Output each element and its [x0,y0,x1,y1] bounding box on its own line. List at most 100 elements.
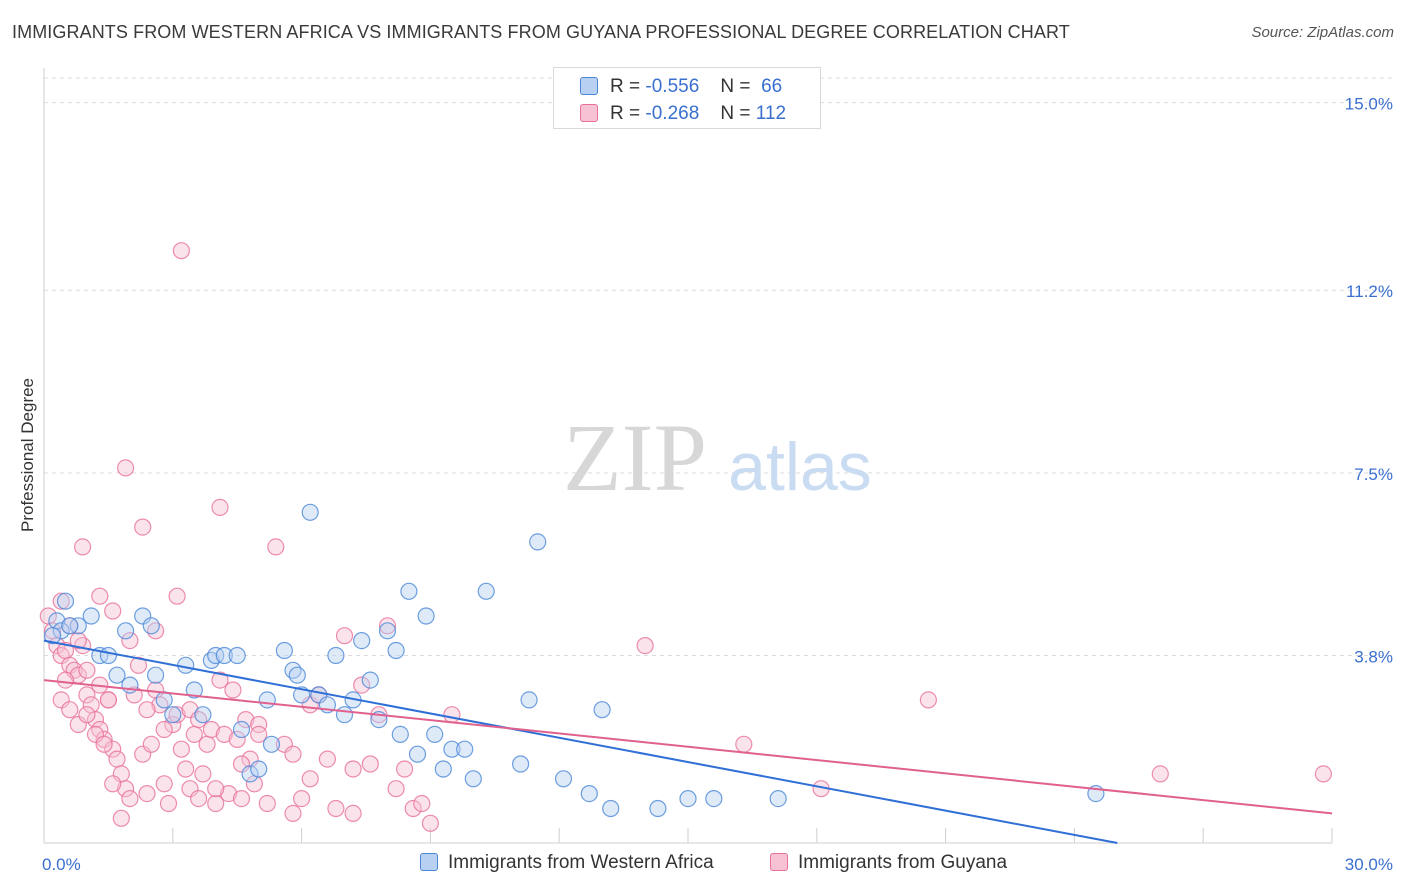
western-africa-point [142,617,160,635]
guyana-point [142,735,160,753]
guyana-point [56,671,75,689]
guyana-point [211,498,229,516]
guyana-point [190,789,208,808]
western-africa-point [82,607,100,625]
western-africa-point [232,720,251,739]
guyana-point [104,775,122,793]
guyana-point [61,701,79,719]
western-africa-point [155,691,173,709]
western-africa-point [477,582,495,600]
guyana-point [224,681,242,699]
guyana-point [52,691,70,709]
guyana-point [177,760,195,778]
western-africa-point [250,760,268,778]
guyana-point [237,710,255,729]
guyana-point [69,631,87,650]
western-africa-point [378,622,397,640]
guyana-point [155,720,173,739]
guyana-point [387,780,405,798]
western-africa-point [464,770,482,788]
guyana-point [735,735,753,753]
western-africa-point [400,582,418,600]
guyana-point [125,686,143,704]
western-africa-point [593,701,611,719]
legend-r-value: -0.556 [645,76,700,97]
guyana-point [104,602,122,620]
western-africa-point [679,789,697,808]
western-africa-point [417,607,435,625]
guyana-point [396,760,414,778]
guyana-point [86,710,105,729]
western-africa-point [134,607,152,625]
western-africa-point [511,755,530,773]
western-africa-point [580,784,598,803]
tick-labels: 3.8% 7.5% 11.2% 15.0% 0.0% 30.0% [42,95,1393,874]
guyana-point [207,794,225,813]
guyana-point [73,538,92,556]
guyana-point [99,691,118,709]
guyana-point [121,631,139,650]
guyana-point [1151,765,1169,783]
legend-r-label: R = [610,76,641,97]
gridlines [44,77,1395,656]
guyana-point [116,459,135,477]
guyana-point [95,730,113,749]
watermark-zip: ZIP [563,404,707,511]
legend-swatch-blue [580,77,598,95]
series-guyana-points [39,242,1333,832]
trend-lines [43,639,1333,844]
western-africa-point [99,646,118,665]
western-africa-point [391,725,409,744]
guyana-point [207,780,225,798]
western-africa-point [164,706,182,724]
guyana-point [116,780,135,798]
guyana-point [378,617,397,635]
guyana-point [211,671,229,689]
guyana-point [121,789,139,808]
legend-text-guyana: R = -0.268 N = 112 [610,103,786,125]
watermark-atlas: atlas [728,429,872,505]
western-africa-point [434,760,452,778]
western-africa-point [353,631,371,650]
bottom-legend-guyana: Immigrants from Guyana [770,852,1007,874]
western-africa-point [443,740,461,758]
bottom-legend-western-africa: Immigrants from Western Africa [420,852,714,874]
legend-text-western-africa: R = -0.556 N = 66 [610,76,782,98]
western-africa-point [361,671,379,689]
guyana-point [293,789,311,808]
guyana-point [78,706,96,724]
guyana-point [344,804,362,823]
western-africa-point [108,666,126,684]
bottom-legend-label-western-africa: Immigrants from Western Africa [448,852,714,873]
guyana-point [258,794,276,813]
western-africa-point [335,706,354,724]
y-tick-label: 15.0% [1345,95,1393,114]
guyana-point [250,725,268,744]
guyana-point [215,725,233,744]
guyana-point [159,794,178,813]
guyana-point [198,735,216,753]
source-label: Source: ZipAtlas.com [1251,24,1394,41]
western-africa-point [769,789,787,808]
y-tick-label: 11.2% [1346,282,1393,301]
western-africa-point [554,770,573,788]
guyana-point [413,794,431,813]
western-africa-point [602,799,620,818]
guyana-point [202,720,220,739]
guyana-point [164,715,182,734]
guyana-point [52,592,70,610]
guyana-point [361,755,379,773]
y-tick-label: 7.5% [1354,465,1393,484]
western-africa-point [262,735,281,753]
legend-n-label: N = [720,103,751,124]
guyana-point [301,770,319,788]
guyana-point [353,676,371,694]
guyana-point [335,627,354,645]
western-africa-point [520,691,538,709]
guyana-point [172,242,190,260]
y-axis-label: Professional Degree [18,377,37,533]
western-africa-point [387,641,405,660]
western-africa-point [185,681,203,699]
guyana-point [267,538,285,556]
bottom-legend-label-guyana: Immigrants from Guyana [798,852,1008,873]
